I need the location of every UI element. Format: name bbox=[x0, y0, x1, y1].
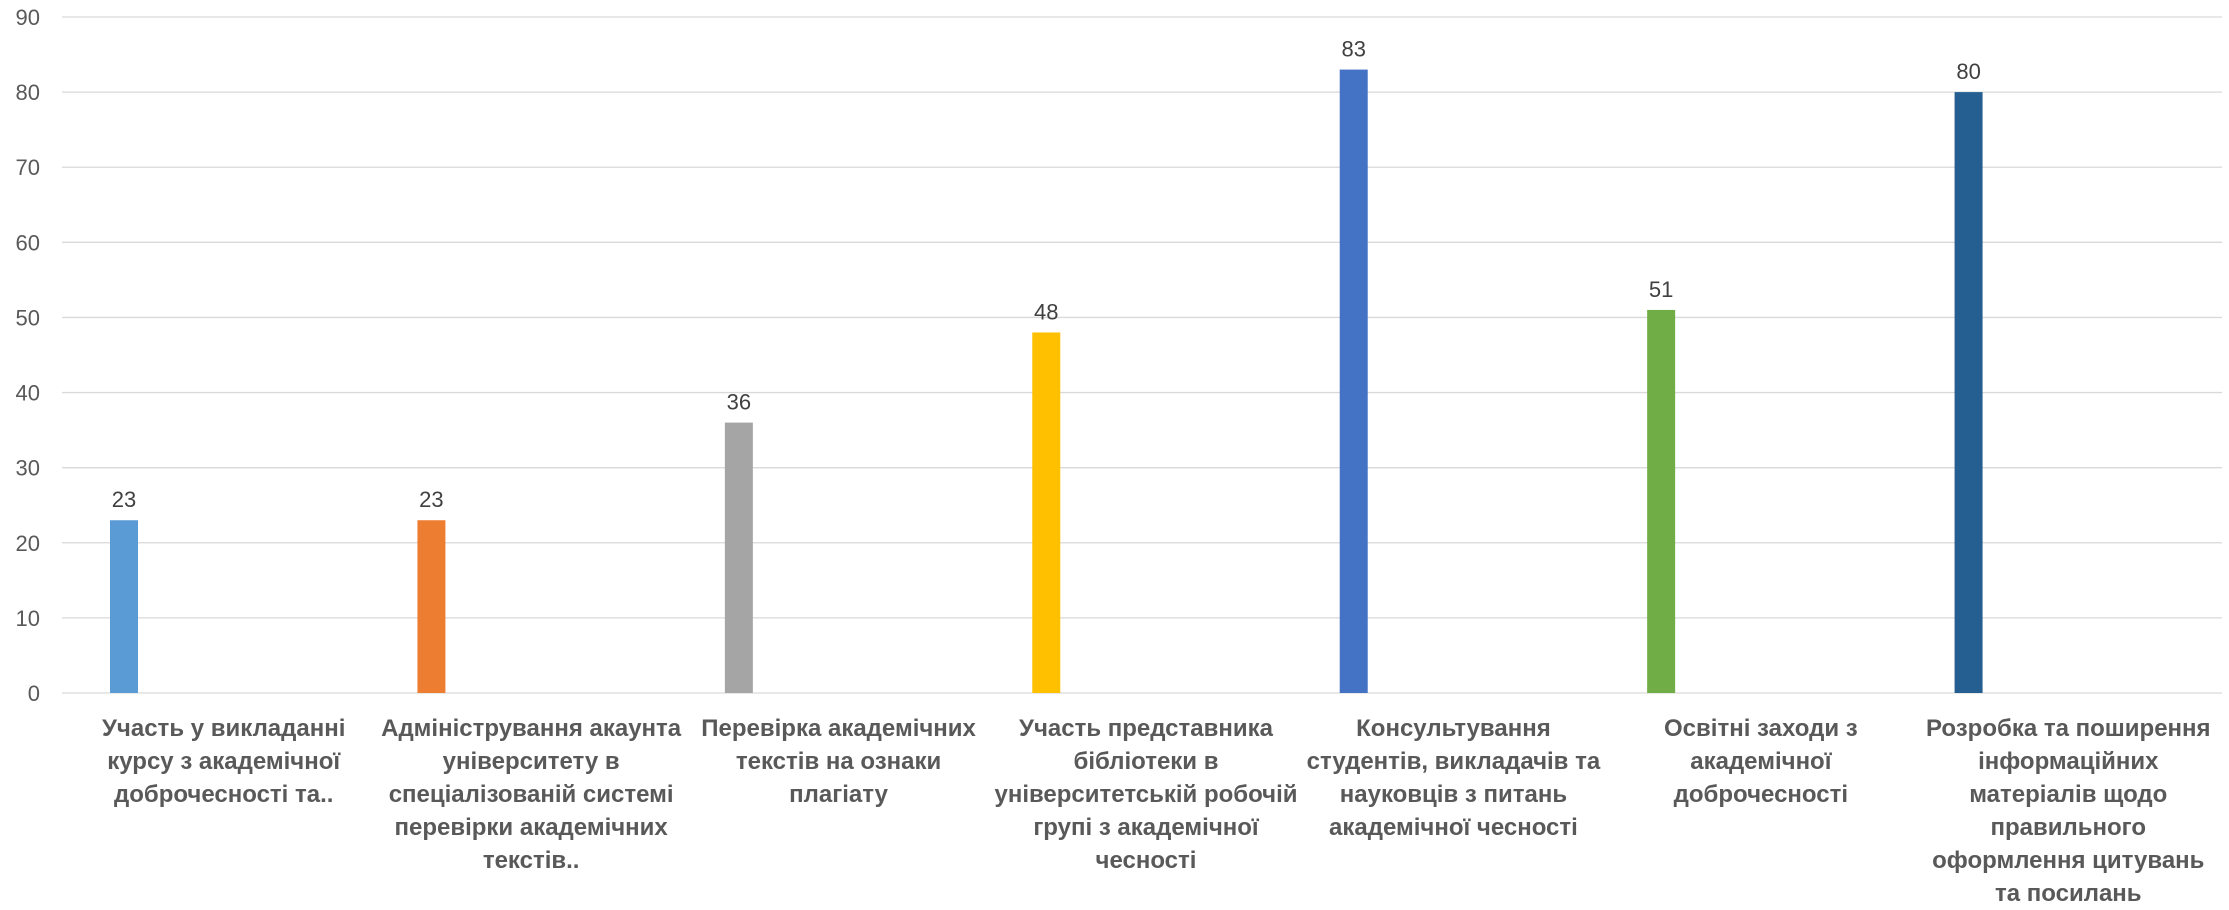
category-label-line: групі з академічної bbox=[1033, 814, 1260, 841]
data-label-1: 23 bbox=[112, 487, 136, 512]
category-label-line: оформлення цитувань bbox=[1932, 847, 2204, 874]
category-label-line: академічної чесності bbox=[1329, 814, 1578, 841]
category-label-line: чесності bbox=[1096, 847, 1197, 874]
category-label-line: Освітні заходи з bbox=[1664, 715, 1858, 742]
category-label-line: плагіату bbox=[789, 781, 888, 808]
category-label-line: університету в bbox=[443, 748, 620, 775]
y-tick-label: 50 bbox=[16, 305, 40, 330]
category-label-2: Адміністрування акаунта університету в спе… bbox=[381, 715, 682, 874]
category-label-line: інформаційних bbox=[1978, 748, 2159, 775]
y-tick-label: 20 bbox=[16, 531, 40, 556]
bar-4 bbox=[1032, 332, 1061, 693]
category-label-line: Консультування bbox=[1356, 715, 1551, 742]
category-label-line: студентів, викладачів та bbox=[1307, 748, 1601, 775]
category-label-line: Розробка та поширення bbox=[1926, 715, 2211, 742]
category-label-line: університетській робочій bbox=[994, 781, 1297, 808]
y-tick-label: 30 bbox=[16, 456, 40, 481]
category-label-line: перевірки академічних bbox=[394, 814, 668, 841]
category-label-4: Участь представника бібліотеки в університ… bbox=[994, 715, 1297, 874]
category-label-6: Освітні заходи з академічної доброчесності bbox=[1664, 715, 1858, 808]
y-tick-label: 90 bbox=[16, 5, 40, 30]
category-label-line: бібліотеки в bbox=[1074, 748, 1219, 775]
category-label-line: доброчесності та.. bbox=[114, 781, 333, 808]
category-label-line: курсу з академічної bbox=[107, 748, 341, 775]
category-label-line: Участь представника bbox=[1019, 715, 1274, 742]
bars bbox=[110, 69, 1983, 694]
y-tick-label: 40 bbox=[16, 381, 40, 406]
bar-3 bbox=[724, 422, 753, 693]
data-label-3: 36 bbox=[727, 390, 751, 415]
bar-5 bbox=[1339, 69, 1368, 694]
data-labels: 23 23 36 48 83 51 80 bbox=[112, 37, 1981, 513]
data-label-2: 23 bbox=[419, 487, 443, 512]
y-axis-tick-labels: 0 10 20 30 40 50 60 70 80 90 bbox=[16, 5, 40, 706]
data-label-6: 51 bbox=[1649, 277, 1673, 302]
y-tick-label: 60 bbox=[16, 230, 40, 255]
category-label-line: академічної bbox=[1690, 748, 1832, 775]
category-label-1: Участь у викладанні курсу з академічної до… bbox=[102, 715, 345, 808]
category-labels: Участь у викладанні курсу з академічної до… bbox=[102, 715, 2211, 907]
category-label-line: текстів.. bbox=[483, 847, 580, 874]
category-label-line: та посилань bbox=[1995, 880, 2142, 907]
category-label-7: Розробка та поширення інформаційних матері… bbox=[1926, 715, 2211, 907]
category-label-line: Перевірка академічних bbox=[701, 715, 976, 742]
y-tick-label: 10 bbox=[16, 606, 40, 631]
bar-6 bbox=[1647, 309, 1676, 693]
data-label-7: 80 bbox=[1956, 59, 1980, 84]
category-label-line: доброчесності bbox=[1674, 781, 1848, 808]
y-tick-label: 70 bbox=[16, 155, 40, 180]
category-label-3: Перевірка академічних текстів на ознаки пл… bbox=[701, 715, 976, 808]
category-label-line: Адміністрування акаунта bbox=[381, 715, 682, 742]
y-tick-label: 0 bbox=[28, 681, 40, 706]
gridlines bbox=[62, 16, 2222, 694]
bar-7 bbox=[1954, 92, 1983, 694]
y-tick-label: 80 bbox=[16, 80, 40, 105]
category-label-5: Консультування студентів, викладачів та на… bbox=[1307, 715, 1601, 841]
data-label-4: 48 bbox=[1034, 299, 1058, 324]
category-label-line: Участь у викладанні bbox=[102, 715, 345, 742]
category-label-line: правильного bbox=[1991, 814, 2147, 841]
category-label-line: матеріалів щодо bbox=[1969, 781, 2167, 808]
bar-1 bbox=[110, 520, 138, 693]
category-label-line: текстів на ознаки bbox=[736, 748, 941, 775]
category-label-line: спеціалізованій системі bbox=[389, 781, 674, 808]
bar-2 bbox=[417, 520, 446, 693]
category-label-line: науковців з питань bbox=[1340, 781, 1567, 808]
data-label-5: 83 bbox=[1341, 37, 1365, 62]
